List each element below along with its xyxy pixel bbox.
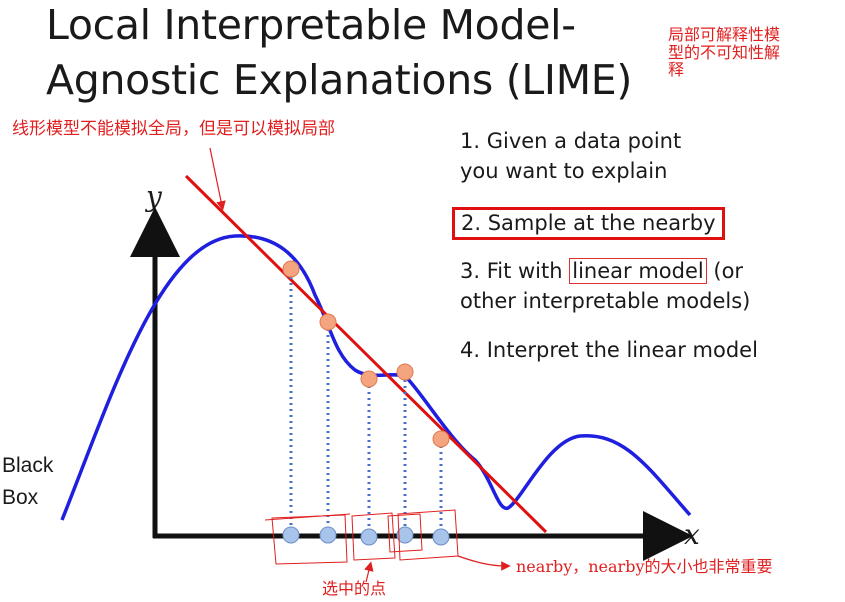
step-3-text: 3. Fit with linear model (or other inter… xyxy=(460,256,750,317)
chosen-points-note: 选中的点 xyxy=(322,579,387,598)
slide-title-line-1: Local Interpretable Model- xyxy=(46,1,576,49)
black-box-curve xyxy=(60,234,692,521)
selection-box xyxy=(387,513,423,553)
slide-title-line-2: Agnostic Explanations (LIME) xyxy=(46,56,633,104)
sample-point xyxy=(360,370,378,388)
title-note-line: 型的不可知性解 xyxy=(668,42,781,62)
step-3-prefix: 3. Fit with xyxy=(460,259,570,283)
title-translation-note: 局部可解释性模 型的不可知性解 释 xyxy=(668,26,828,79)
title-note-line: 释 xyxy=(668,60,685,80)
y-axis-label: y xyxy=(146,180,162,213)
nearby-note: nearby，nearby的大小也非常重要 xyxy=(516,557,773,576)
step-2-boxed-text: 2. Sample at the nearby xyxy=(452,207,725,241)
title-note-line: 局部可解释性模 xyxy=(668,25,781,44)
selection-box xyxy=(351,512,396,561)
selection-box xyxy=(271,514,348,565)
step-1-line: 1. Given a data point xyxy=(460,129,682,153)
step-3-suffix: (or xyxy=(706,259,744,283)
input-point xyxy=(360,528,378,546)
black-box-line: Box xyxy=(2,485,39,509)
sample-point xyxy=(282,260,300,278)
input-point xyxy=(396,526,414,544)
black-box-line: Black xyxy=(2,454,54,477)
linear-model-note: 线形模型不能模拟全局，但是可以模拟局部 xyxy=(12,119,335,139)
input-point xyxy=(319,526,337,544)
black-box-label: Black Box xyxy=(2,450,53,513)
linear-model-highlight: linear model xyxy=(569,258,707,284)
sample-point xyxy=(396,363,414,381)
sampled-points xyxy=(282,260,450,448)
step-1-line: you want to explain xyxy=(460,159,668,184)
linear-note-arrow xyxy=(209,147,226,211)
nearby-note-arrow xyxy=(457,555,511,571)
input-point xyxy=(432,528,450,546)
input-points xyxy=(282,526,450,546)
dotted-projections xyxy=(289,277,443,530)
sample-point xyxy=(319,313,337,331)
linear-fit-line xyxy=(184,174,548,534)
sample-point xyxy=(432,430,450,448)
selection-boxes xyxy=(264,509,459,565)
step-3-line-2: other interpretable models) xyxy=(460,289,751,314)
step-4-text: 4. Interpret the linear model xyxy=(460,338,758,362)
step-1-text: 1. Given a data point you want to explai… xyxy=(460,126,681,187)
step-3-line-1: 3. Fit with linear model (or xyxy=(460,256,750,286)
chosen-note-arrow xyxy=(364,561,374,583)
selection-box xyxy=(264,513,351,521)
input-point xyxy=(282,526,300,544)
